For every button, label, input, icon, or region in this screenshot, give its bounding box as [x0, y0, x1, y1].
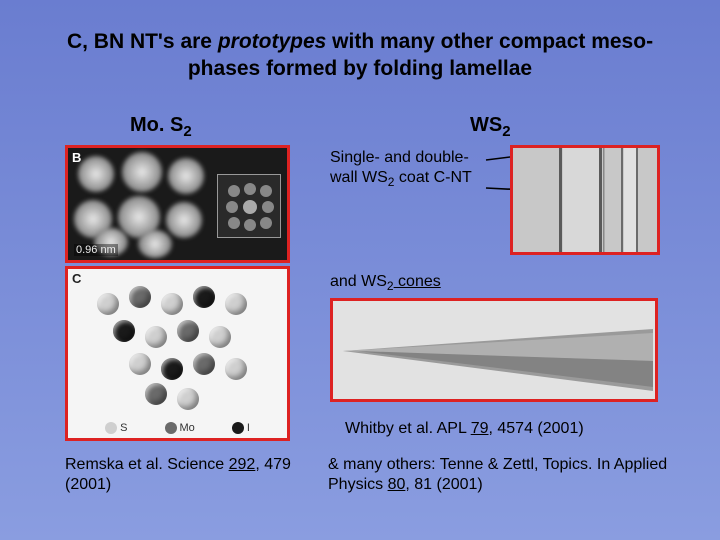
- panel-label-b: B: [72, 150, 81, 165]
- model-atom: [129, 286, 151, 308]
- microscopy-blob: [166, 202, 202, 238]
- figure-mos2-microscopy: B 0.96 nm: [65, 145, 290, 263]
- microscopy-blob: [168, 158, 204, 194]
- right-column-label: WS2: [470, 114, 511, 140]
- figure-ws2-cones: [330, 298, 658, 402]
- left-column-label: Mo. S2: [130, 114, 192, 140]
- citation-tenne-zettl: & many others: Tenne & Zettl, Topics. In…: [328, 455, 688, 495]
- figure-ws2-nanotube: [510, 145, 660, 255]
- slide-title: C, BN NT's are prototypes with many othe…: [50, 28, 670, 83]
- model-atom: [97, 293, 119, 315]
- caption-single-double-wall: Single- and double- wall WS2 coat C-NT: [330, 148, 500, 190]
- citation-whitby: Whitby et al. APL 79, 4574 (2001): [345, 420, 584, 438]
- microscopy-blob: [78, 156, 114, 192]
- model-atom: [161, 358, 183, 380]
- caption-ws2-cones: and WS2 cones: [330, 273, 441, 293]
- model-atom: [161, 293, 183, 315]
- title-italic: prototypes: [218, 30, 327, 53]
- legend-mo: Mo: [165, 422, 195, 434]
- citation-remska: Remska et al. Science 292, 479 (2001): [65, 455, 305, 495]
- model-atom: [145, 326, 167, 348]
- model-atom: [177, 320, 199, 342]
- model-atom: [129, 353, 151, 375]
- model-atom: [177, 388, 199, 410]
- model-atom: [193, 286, 215, 308]
- figure-mos2-ball-model: C S Mo I: [65, 266, 290, 441]
- microscopy-blob: [138, 230, 172, 258]
- model-atom: [209, 326, 231, 348]
- panel-label-c: C: [72, 271, 81, 286]
- model-atom: [145, 383, 167, 405]
- title-pre: C, BN NT's are: [67, 30, 218, 53]
- model-atom: [225, 358, 247, 380]
- legend-i: I: [232, 422, 250, 434]
- model-atom: [193, 353, 215, 375]
- legend-s: S: [105, 422, 127, 434]
- model-atom: [225, 293, 247, 315]
- microscopy-inset: [217, 174, 281, 238]
- model-atom: [113, 320, 135, 342]
- scale-bar-label: 0.96 nm: [74, 244, 118, 256]
- microscopy-blob: [122, 152, 162, 192]
- ball-legend: S Mo I: [68, 422, 287, 434]
